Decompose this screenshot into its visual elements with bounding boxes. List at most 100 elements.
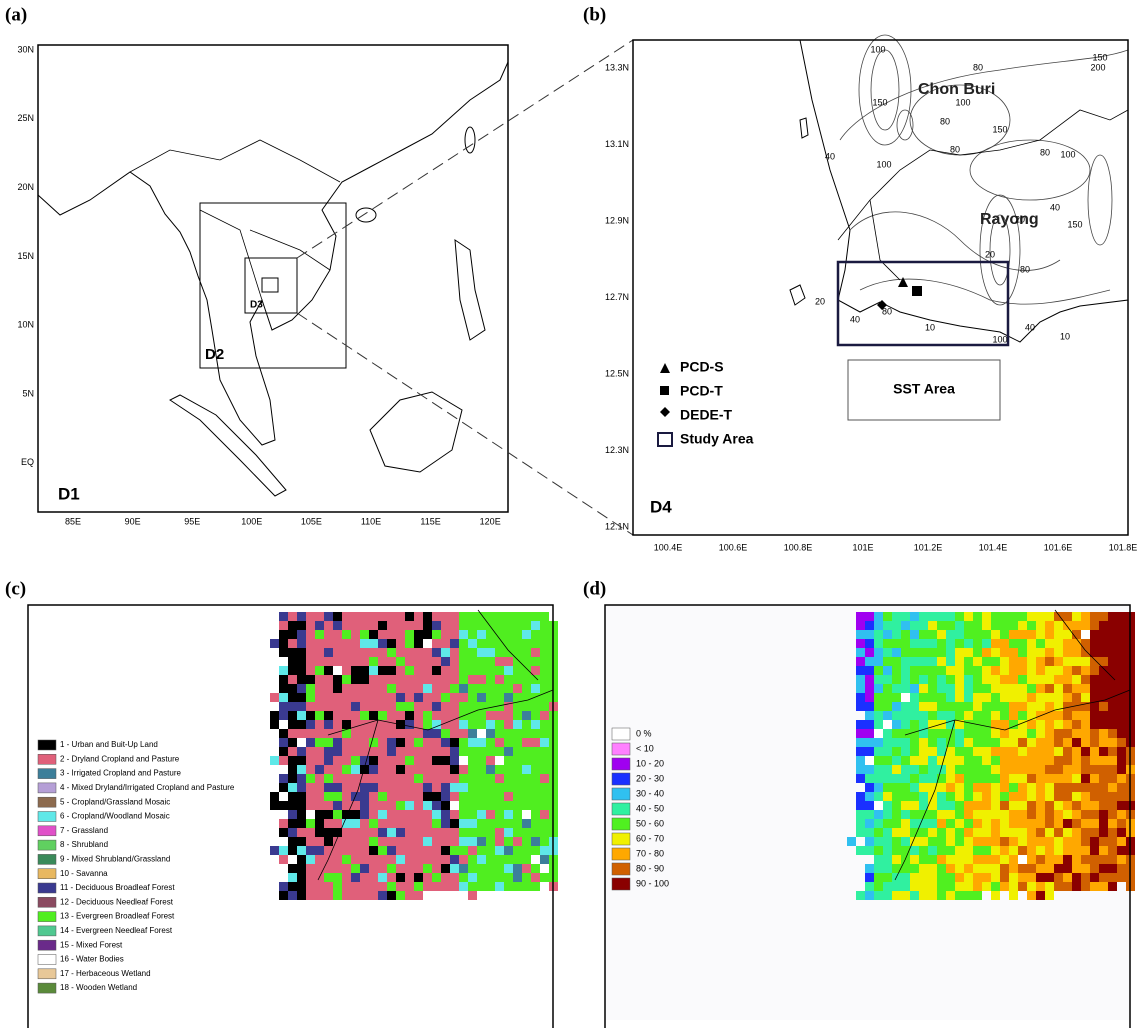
map-cell	[883, 675, 892, 684]
map-cell	[1018, 882, 1027, 891]
map-cell	[1009, 891, 1018, 900]
map-cell	[901, 792, 910, 801]
map-cell	[1000, 846, 1009, 855]
map-cell	[324, 882, 333, 891]
map-cell	[946, 792, 955, 801]
map-cell	[495, 837, 504, 846]
map-cell	[324, 693, 333, 702]
map-cell	[883, 702, 892, 711]
lat-label: 12.7N	[605, 292, 629, 302]
map-cell	[423, 864, 432, 873]
map-cell	[946, 837, 955, 846]
map-cell	[495, 693, 504, 702]
map-cell	[937, 783, 946, 792]
map-cell	[973, 738, 982, 747]
map-cell	[405, 756, 414, 765]
map-cell	[874, 801, 883, 810]
map-cell	[441, 774, 450, 783]
map-cell	[306, 738, 315, 747]
map-cell	[360, 792, 369, 801]
map-cell	[306, 702, 315, 711]
map-cell	[973, 756, 982, 765]
map-cell	[405, 837, 414, 846]
map-cell	[387, 693, 396, 702]
map-cell	[1108, 639, 1117, 648]
map-cell	[1063, 783, 1072, 792]
map-cell	[874, 693, 883, 702]
map-cell	[901, 684, 910, 693]
map-cell	[297, 891, 306, 900]
map-cell	[928, 738, 937, 747]
map-cell	[946, 738, 955, 747]
map-cell	[486, 828, 495, 837]
map-cell	[1027, 639, 1036, 648]
map-cell	[441, 639, 450, 648]
map-cell	[937, 828, 946, 837]
map-cell	[414, 792, 423, 801]
map-cell	[495, 630, 504, 639]
map-cell	[955, 837, 964, 846]
map-cell	[387, 837, 396, 846]
map-cell	[1063, 684, 1072, 693]
map-cell	[333, 630, 342, 639]
map-cell	[982, 612, 991, 621]
map-cell	[910, 855, 919, 864]
map-cell	[937, 855, 946, 864]
map-cell	[504, 819, 513, 828]
lat-label: 13.1N	[605, 139, 629, 149]
map-cell	[468, 837, 477, 846]
map-cell	[910, 648, 919, 657]
map-cell	[991, 702, 1000, 711]
legend-label: 10 - 20	[636, 758, 664, 768]
map-cell	[441, 801, 450, 810]
map-cell	[856, 810, 865, 819]
contour-label: 20	[815, 296, 825, 306]
map-cell	[369, 765, 378, 774]
map-cell	[928, 837, 937, 846]
map-cell	[513, 666, 522, 675]
map-cell	[1054, 846, 1063, 855]
lon-label: 101.8E	[1109, 542, 1137, 552]
map-cell	[522, 855, 531, 864]
map-cell	[910, 693, 919, 702]
lat-label: 12.9N	[605, 215, 629, 225]
map-cell	[297, 837, 306, 846]
map-cell	[1081, 612, 1090, 621]
map-cell	[1117, 846, 1126, 855]
contour-label: 100	[1060, 149, 1075, 159]
map-cell	[946, 819, 955, 828]
map-cell	[1027, 621, 1036, 630]
map-cell	[468, 630, 477, 639]
map-cell	[288, 891, 297, 900]
map-cell	[865, 747, 874, 756]
map-cell	[324, 675, 333, 684]
map-cell	[1009, 846, 1018, 855]
map-cell	[378, 774, 387, 783]
map-cell	[1099, 684, 1108, 693]
map-cell	[306, 873, 315, 882]
study-area-box	[836, 260, 1010, 347]
lon-label: 101.6E	[1044, 542, 1073, 552]
map-cell	[504, 693, 513, 702]
map-cell	[387, 702, 396, 711]
map-cell	[856, 666, 865, 675]
map-cell	[315, 819, 324, 828]
map-cell	[1090, 819, 1099, 828]
map-cell	[270, 756, 279, 765]
map-cell	[1027, 630, 1036, 639]
map-cell	[1045, 639, 1054, 648]
map-cell	[1000, 648, 1009, 657]
map-cell	[504, 621, 513, 630]
map-cell	[360, 828, 369, 837]
map-cell	[1009, 675, 1018, 684]
map-cell	[486, 639, 495, 648]
map-cell	[910, 711, 919, 720]
map-cell	[991, 756, 1000, 765]
map-cell	[531, 819, 540, 828]
map-cell	[450, 612, 459, 621]
map-cell	[297, 873, 306, 882]
map-cell	[414, 864, 423, 873]
map-cell	[1045, 873, 1054, 882]
map-cell	[432, 873, 441, 882]
map-cell	[459, 729, 468, 738]
